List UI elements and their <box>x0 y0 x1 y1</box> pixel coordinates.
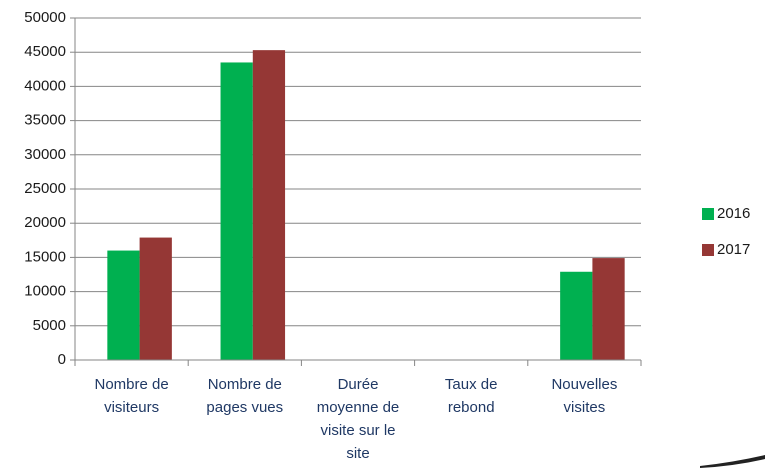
y-tick-label: 5000 <box>33 317 66 334</box>
bar <box>139 237 172 360</box>
bar <box>107 250 140 360</box>
x-tick-label: Taux de rebond <box>445 376 498 416</box>
x-tick-label: Durée moyenne de visite sur le site <box>317 376 400 462</box>
y-tick-label: 20000 <box>24 214 66 231</box>
y-tick-label: 40000 <box>24 77 66 94</box>
y-tick-label: 25000 <box>24 180 66 197</box>
y-tick-label: 50000 <box>24 9 66 26</box>
x-tick-label: Nombre de pages vues <box>206 376 283 416</box>
decor-curve <box>700 455 765 468</box>
bar <box>560 271 593 360</box>
y-tick-label: 30000 <box>24 146 66 163</box>
y-tick-label: 35000 <box>24 112 66 129</box>
legend-label: 2016 <box>717 205 750 222</box>
x-tick-label: Nombre de visiteurs <box>94 376 168 416</box>
y-tick-label: 10000 <box>24 283 66 300</box>
legend-label: 2017 <box>717 241 750 258</box>
y-tick-label: 45000 <box>24 43 66 60</box>
legend-swatch <box>702 244 714 256</box>
y-tick-label: 15000 <box>24 248 66 265</box>
bar <box>592 258 625 360</box>
y-tick-label: 0 <box>58 351 66 368</box>
x-tick-label: Nouvelles visites <box>551 376 617 416</box>
bar <box>252 50 286 360</box>
legend-swatch <box>702 208 714 220</box>
bar <box>220 62 253 361</box>
